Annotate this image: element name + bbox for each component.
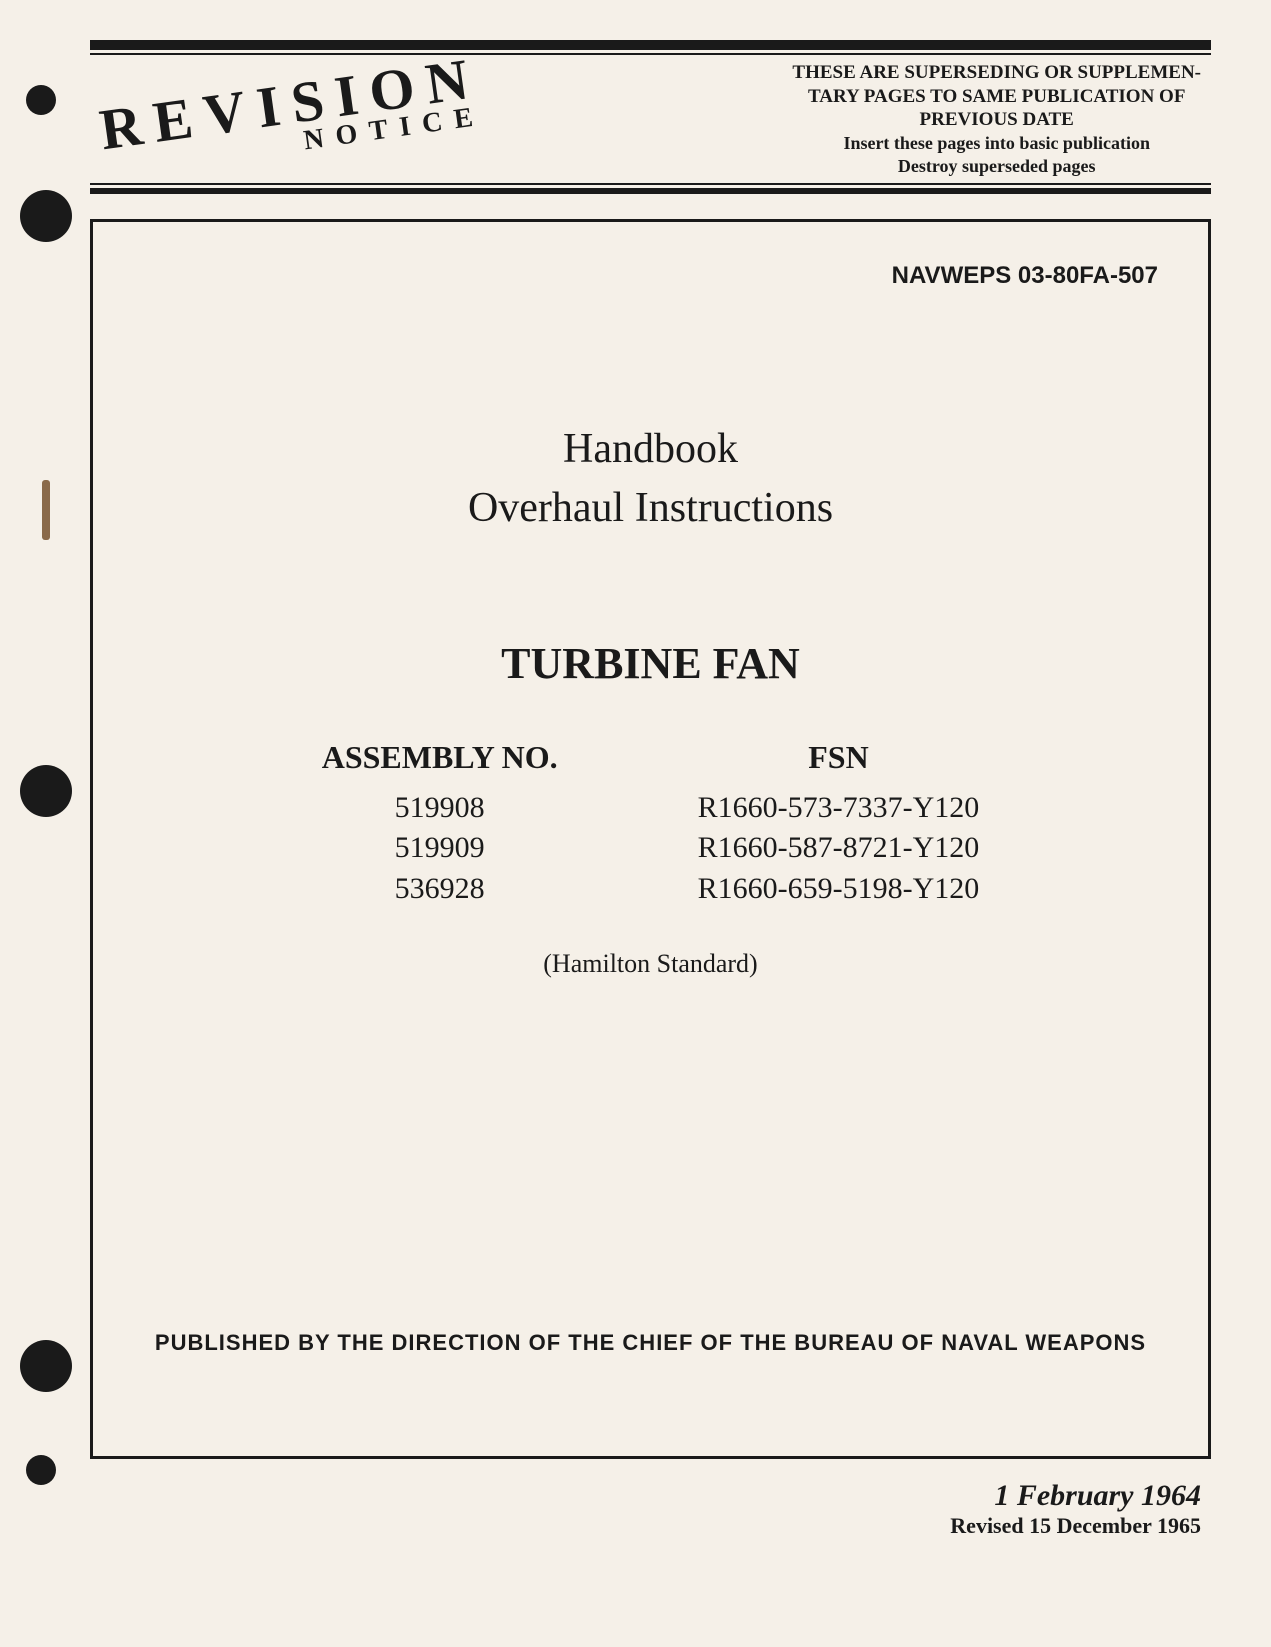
- supersede-instruction: Insert these pages into basic publicatio…: [792, 132, 1201, 155]
- header-section: REVISION NOTICE THESE ARE SUPERSEDING OR…: [90, 40, 1211, 194]
- document-subject: TURBINE FAN: [143, 638, 1158, 689]
- punch-hole: [20, 190, 72, 242]
- punch-hole: [20, 1340, 72, 1392]
- parts-table: ASSEMBLY NO. 519908 519909 536928 FSN R1…: [143, 739, 1158, 910]
- column-header: ASSEMBLY NO.: [322, 739, 558, 776]
- supersede-instruction: Destroy superseded pages: [792, 155, 1201, 178]
- document-title: Handbook Overhaul Instructions: [143, 420, 1158, 538]
- title-line: Overhaul Instructions: [143, 479, 1158, 538]
- supersede-line: THESE ARE SUPERSEDING OR SUPPLEMEN-: [792, 61, 1201, 85]
- assembly-column: ASSEMBLY NO. 519908 519909 536928: [322, 739, 558, 910]
- rule-thin: [90, 53, 1211, 55]
- rule-thick-bottom: [90, 188, 1211, 194]
- assembly-number: 519908: [322, 788, 558, 829]
- revision-label: REVISION: [96, 43, 484, 163]
- fsn-column: FSN R1660-573-7337-Y120 R1660-587-8721-Y…: [698, 739, 980, 910]
- header-content: REVISION NOTICE THESE ARE SUPERSEDING OR…: [90, 59, 1211, 179]
- publisher-statement: PUBLISHED BY THE DIRECTION OF THE CHIEF …: [93, 1330, 1208, 1356]
- supersede-line: PREVIOUS DATE: [792, 108, 1201, 132]
- fsn-number: R1660-573-7337-Y120: [698, 788, 980, 829]
- fsn-number: R1660-659-5198-Y120: [698, 869, 980, 910]
- document-number: NAVWEPS 03-80FA-507: [143, 262, 1158, 290]
- punch-hole: [20, 765, 72, 817]
- manufacturer-label: (Hamilton Standard): [143, 949, 1158, 979]
- title-line: Handbook: [143, 420, 1158, 479]
- rule-thin: [90, 183, 1211, 185]
- assembly-number: 519909: [322, 828, 558, 869]
- document-frame: NAVWEPS 03-80FA-507 Handbook Overhaul In…: [90, 219, 1211, 1459]
- revised-date: Revised 15 December 1965: [90, 1513, 1201, 1539]
- fsn-number: R1660-587-8721-Y120: [698, 828, 980, 869]
- punch-hole: [26, 1455, 56, 1485]
- binding-mark: [42, 480, 50, 540]
- revision-notice-stamp: REVISION NOTICE: [96, 43, 488, 184]
- punch-hole: [26, 85, 56, 115]
- assembly-number: 536928: [322, 869, 558, 910]
- date-section: 1 February 1964 Revised 15 December 1965: [90, 1479, 1211, 1539]
- supersede-instructions: THESE ARE SUPERSEDING OR SUPPLEMEN- TARY…: [792, 61, 1201, 177]
- supersede-line: TARY PAGES TO SAME PUBLICATION OF: [792, 85, 1201, 109]
- column-header: FSN: [698, 739, 980, 776]
- original-date: 1 February 1964: [90, 1479, 1201, 1513]
- rule-thick-top: [90, 40, 1211, 50]
